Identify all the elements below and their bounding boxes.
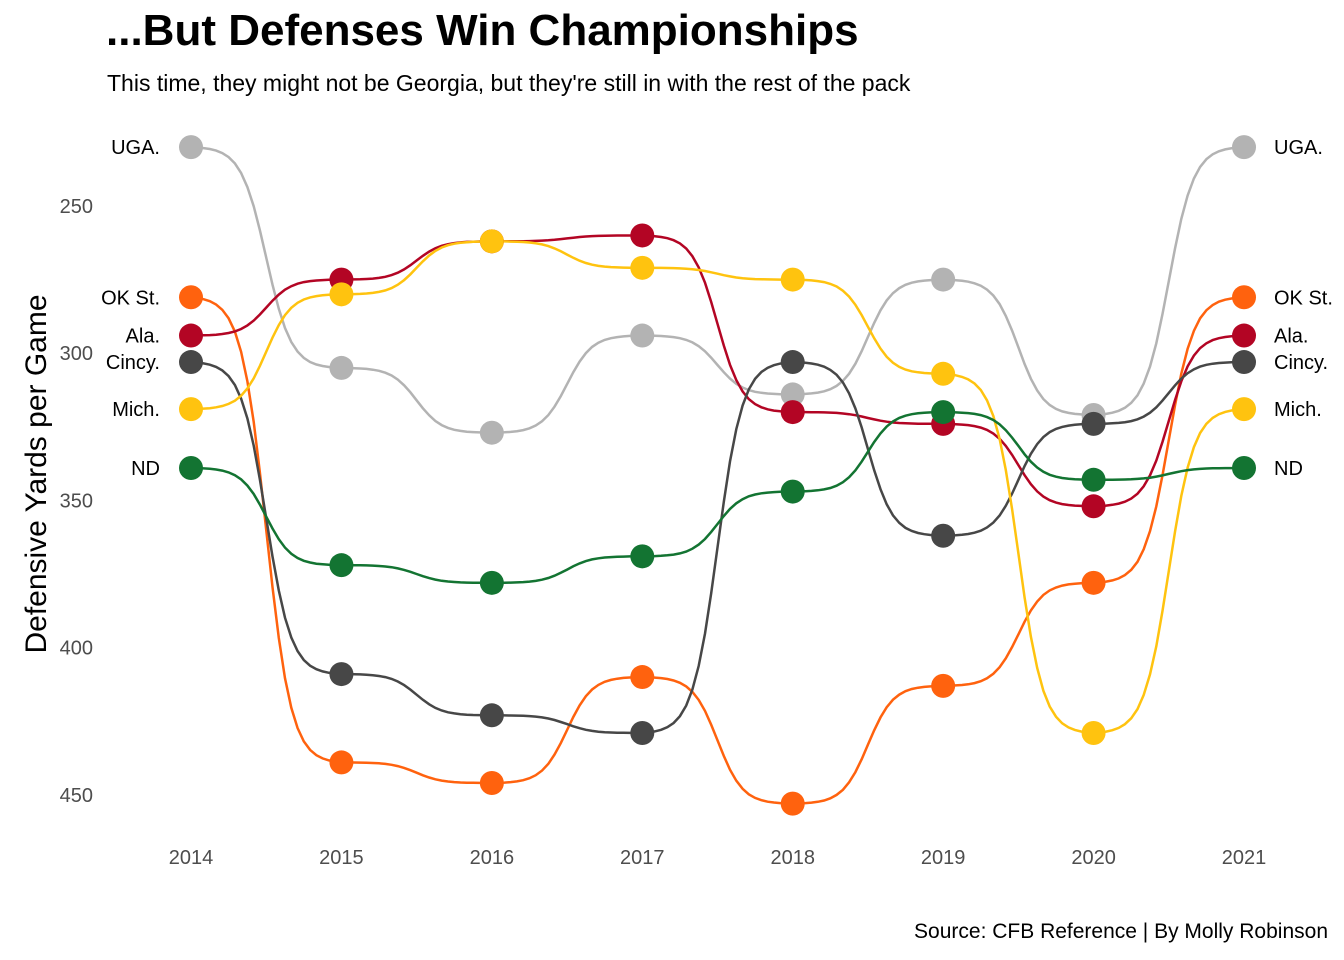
x-tick-label: 2017 [620, 847, 665, 869]
series-label-start: UGA. [111, 137, 160, 159]
x-tick-label: 2016 [470, 847, 515, 869]
data-point-cincy [329, 662, 354, 687]
series-labels: UGA. UGA. OK St. OK St. Ala. Ala. Cincy. Cincy.… [101, 137, 1333, 480]
x-tick-label: 2018 [770, 847, 815, 869]
data-point-uga [931, 267, 956, 292]
data-point-uga [329, 355, 354, 380]
x-tick-label: 2020 [1071, 847, 1116, 869]
data-point-ok-st [630, 665, 655, 690]
data-point-nd [479, 570, 504, 595]
series-label-end: Mich. [1274, 399, 1322, 421]
data-point-uga [479, 420, 504, 445]
data-point-cincy [780, 350, 805, 375]
x-tick-label: 2015 [319, 847, 364, 869]
data-point-ok-st [1232, 285, 1257, 310]
data-point-ala [780, 400, 805, 425]
y-tick-label: 400 [60, 638, 93, 660]
x-tick-label: 2014 [169, 847, 214, 869]
chart-caption: Source: CFB Reference | By Molly Robinso… [914, 920, 1328, 943]
chart-title: ...But Defenses Win Championships [106, 6, 859, 55]
data-point-ok-st [780, 791, 805, 816]
data-point-cincy [1081, 411, 1106, 436]
y-tick-label: 450 [60, 785, 93, 807]
data-point-mich [479, 229, 504, 254]
data-point-nd [630, 544, 655, 569]
series-label-end: ND [1274, 458, 1303, 480]
data-point-nd [1232, 456, 1257, 481]
y-tick-label: 250 [60, 196, 93, 218]
series-line-ala [190, 234, 1245, 508]
data-point-mich [329, 282, 354, 307]
data-point-cincy [479, 703, 504, 728]
x-tick-label: 2021 [1222, 847, 1267, 869]
data-point-mich [780, 267, 805, 292]
data-point-ala [179, 323, 203, 348]
series-line-mich [190, 240, 1245, 735]
data-point-cincy [1232, 350, 1257, 375]
data-point-ok-st [179, 285, 203, 310]
series-lines [190, 145, 1245, 805]
series-label-end: UGA. [1274, 137, 1323, 159]
data-point-nd [179, 456, 203, 481]
data-point-nd [780, 479, 805, 504]
y-tick-label: 300 [60, 343, 93, 365]
data-point-mich [630, 255, 655, 280]
data-point-ala [1081, 494, 1106, 519]
y-tick-label: 350 [60, 490, 93, 512]
data-point-uga [630, 323, 655, 348]
data-point-cincy [179, 350, 203, 375]
data-point-cincy [630, 720, 655, 745]
data-point-mich [1081, 720, 1106, 745]
data-point-uga [179, 135, 203, 160]
data-point-ala [1232, 323, 1257, 348]
series-label-end: Ala. [1274, 326, 1308, 348]
chart-subtitle: This time, they might not be Georgia, bu… [107, 70, 911, 96]
series-line-uga [190, 145, 1245, 434]
series-line-ok-st [190, 296, 1245, 805]
series-label-end: Cincy. [1274, 352, 1328, 374]
series-label-start: ND [131, 458, 160, 480]
series-line-cincy [190, 360, 1245, 735]
series-label-start: Mich. [112, 399, 160, 421]
data-point-nd [1081, 467, 1106, 492]
data-point-mich [931, 361, 956, 386]
data-point-nd [931, 400, 956, 425]
data-point-ala [630, 223, 655, 248]
data-point-ok-st [1081, 570, 1106, 595]
data-point-ok-st [329, 750, 354, 775]
data-point-ok-st [479, 771, 504, 796]
series-label-end: OK St. [1274, 287, 1333, 309]
data-point-mich [1232, 397, 1257, 422]
series-label-start: Ala. [126, 326, 160, 348]
data-point-cincy [931, 523, 956, 548]
data-point-uga [1232, 135, 1257, 160]
data-point-mich [179, 397, 203, 422]
data-point-ok-st [931, 673, 956, 698]
series-label-start: Cincy. [106, 352, 160, 374]
data-point-uga [780, 382, 805, 407]
series-points [179, 135, 1257, 816]
x-tick-label: 2019 [921, 847, 966, 869]
y-axis: 250 300 350 400 450 [60, 196, 93, 807]
data-point-nd [329, 553, 354, 578]
x-axis: 2014 2015 2016 2017 2018 2019 2020 2021 [169, 847, 1267, 869]
y-axis-label: Defensive Yards per Game [20, 294, 53, 653]
series-label-start: OK St. [101, 287, 160, 309]
series-line-nd [190, 410, 1244, 585]
